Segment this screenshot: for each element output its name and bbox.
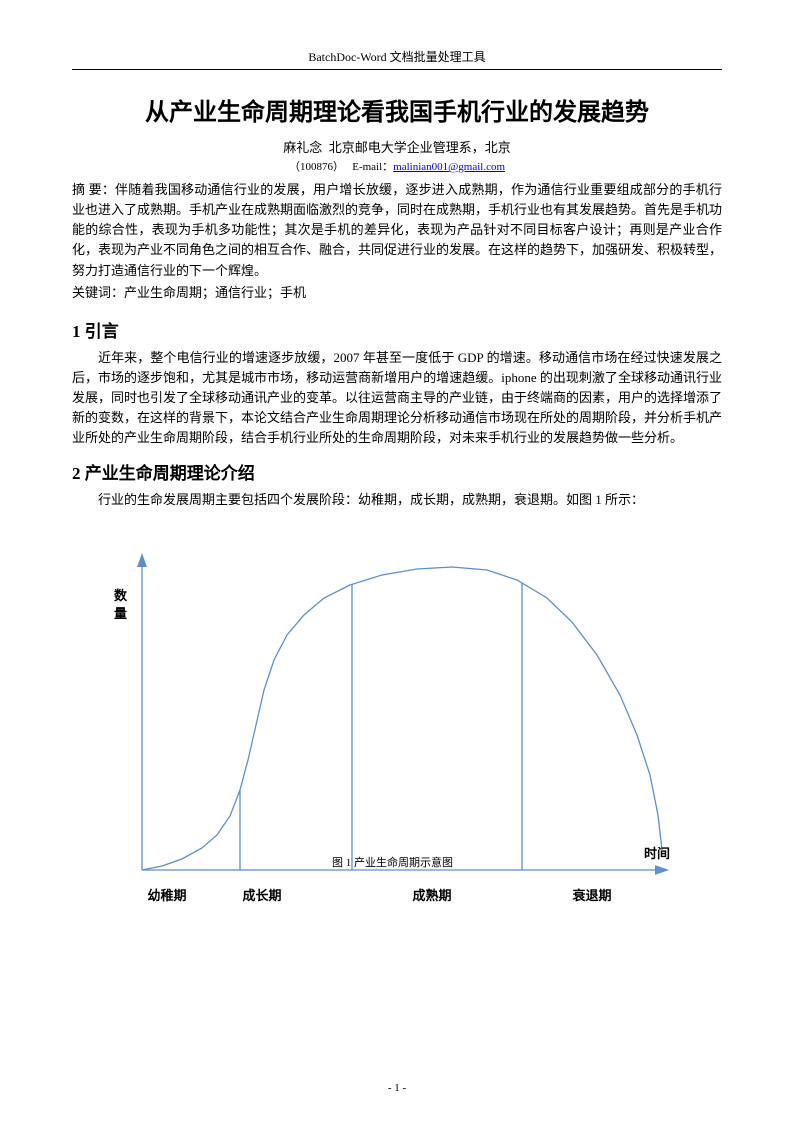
abstract-label: 摘 要： <box>72 182 115 197</box>
author-affiliation: 北京邮电大学企业管理系，北京 <box>329 140 511 155</box>
lifecycle-chart-svg: 数量时间幼稚期 成长期 成熟期 衰退期 图 1 产业生命周期示意图 <box>72 540 692 920</box>
svg-text:成熟期: 成熟期 <box>412 888 451 903</box>
svg-text:成长期: 成长期 <box>242 888 281 903</box>
contact-line: （100876） E-mail：malinian001@gmail.com <box>72 158 722 174</box>
abstract-block: 摘 要：伴随着我国移动通信行业的发展，用户增长放缓，逐步进入成熟期，作为通信行业… <box>72 180 722 281</box>
keywords-text: 产业生命周期；通信行业；手机 <box>124 285 306 300</box>
author-line: 麻礼念 北京邮电大学企业管理系，北京 <box>72 137 722 156</box>
svg-text:数: 数 <box>114 588 128 603</box>
header-tool-name: BatchDoc-Word 文档批量处理工具 <box>308 50 485 64</box>
keywords-block: 关键词：产业生命周期；通信行业；手机 <box>72 283 722 303</box>
keywords-label: 关键词： <box>72 285 124 300</box>
abstract-text: 伴随着我国移动通信行业的发展，用户增长放缓，逐步进入成熟期，作为通信行业重要组成… <box>72 182 722 278</box>
doc-header: BatchDoc-Word 文档批量处理工具 <box>72 48 722 70</box>
author-name: 麻礼念 <box>283 140 322 155</box>
doc-title: 从产业生命周期理论看我国手机行业的发展趋势 <box>72 92 722 127</box>
section-1-para: 近年来，整个电信行业的增速逐步放缓，2007 年甚至一度低于 GDP 的增速。移… <box>72 348 722 449</box>
svg-text:量: 量 <box>114 606 127 621</box>
svg-text:图 1 产业生命周期示意图: 图 1 产业生命周期示意图 <box>332 855 453 869</box>
svg-text:时间: 时间 <box>644 846 670 861</box>
section-1-heading: 1 引言 <box>72 317 722 342</box>
section-2-para: 行业的生命发展周期主要包括四个发展阶段：幼稚期，成长期，成熟期，衰退期。如图 1… <box>72 490 722 510</box>
zip-code: （100876） <box>289 161 344 173</box>
lifecycle-chart: 数量时间幼稚期 成长期 成熟期 衰退期 图 1 产业生命周期示意图 <box>72 540 722 960</box>
page-number: - 1 - <box>0 1082 794 1094</box>
email-link[interactable]: malinian001@gmail.com <box>393 161 505 173</box>
email-label: E-mail： <box>352 161 393 173</box>
svg-text:幼稚期: 幼稚期 <box>147 888 186 903</box>
section-2-heading: 2 产业生命周期理论介绍 <box>72 459 722 484</box>
svg-text:衰退期: 衰退期 <box>571 888 611 903</box>
